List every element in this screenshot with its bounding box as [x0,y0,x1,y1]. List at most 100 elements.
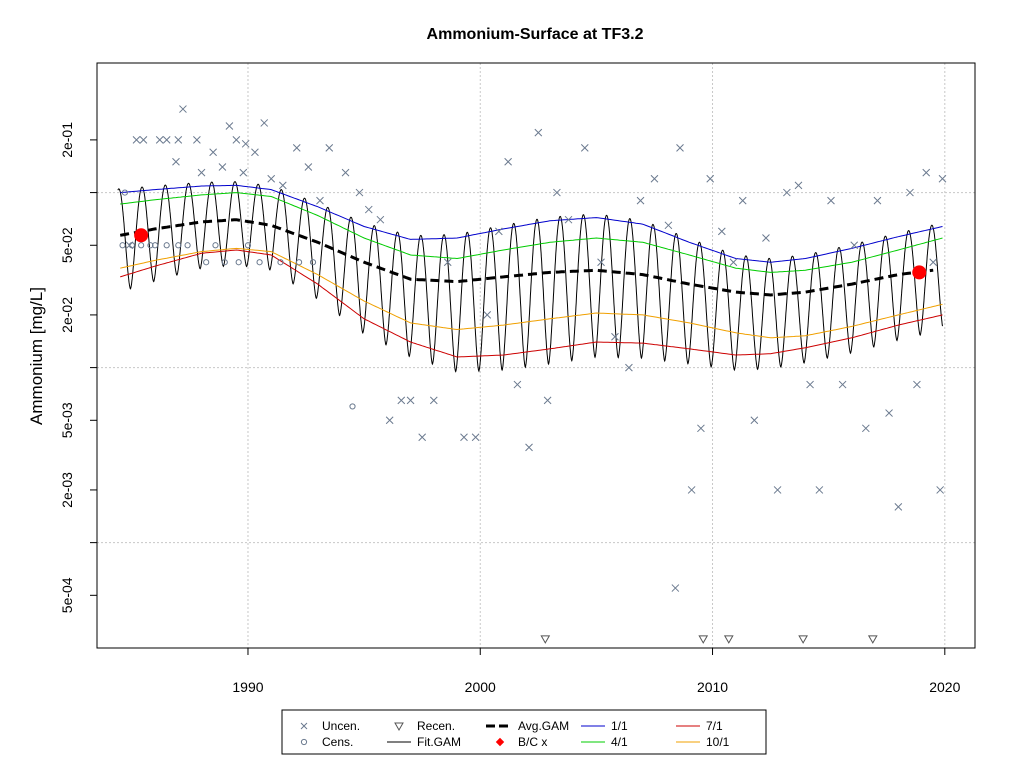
cens-point [256,259,263,266]
uncen-point [483,311,492,319]
legend: Uncen. Cens. Recen. Fit.GAM Avg.GAM B/C x 1/1 4… [281,709,767,755]
cens-point [184,242,191,249]
avg-gam-line [119,218,934,297]
avg-gam-series [119,218,934,297]
legend-label: Fit.GAM [417,735,461,749]
uncen-point [278,181,287,190]
y-tick-label: 5e-02 [59,227,75,263]
uncen-point [850,241,859,250]
legend-symbol-cens [300,738,308,746]
uncen-point [543,396,552,405]
cens-point [147,242,154,249]
uncen-point [162,136,171,144]
uncen-point [597,258,605,267]
uncen-point [625,363,633,372]
uncen-point [534,128,543,137]
legend-label: 10/1 [706,735,730,749]
uncen-point [838,380,847,389]
uncen-point [938,174,947,183]
uncen-point [355,188,364,197]
chart-title: Ammonium-Surface at TF3.2 [427,26,644,43]
recen-point [540,635,551,644]
series-line-10-1 [120,247,943,339]
uncen-point [906,188,914,197]
uncen-point [697,424,705,433]
cens-point [128,242,135,249]
uncen-point [172,157,180,166]
uncen-point [553,188,561,197]
uncen-point [687,486,696,494]
bc-point [134,228,149,243]
recen-point [867,635,878,644]
uncen-point [232,136,241,144]
uncen-point [397,396,406,405]
x-tick-label: 2000 [465,679,496,695]
uncen-point [429,396,438,405]
cens-point [119,242,126,249]
uncen-point [471,433,480,442]
cens-point [295,259,303,266]
series-line-4-1 [120,192,943,273]
uncen-point [929,258,938,267]
uncen-point [664,221,673,230]
cens-point [244,242,252,249]
uncen-point [225,122,234,130]
cens-point [163,242,170,249]
cens-point [349,403,356,410]
uncen-point [364,205,373,214]
legend-symbol-uncen [300,722,308,730]
uncen-point [729,258,738,267]
uncen-point [922,168,931,177]
cens-point [203,259,210,266]
series-line-1-1 [120,184,943,263]
cens-point [309,259,317,266]
uncen-point [564,215,573,224]
uncen-point [717,227,726,236]
legend-symbol-recen [394,722,404,732]
uncen-point [174,136,183,144]
uncen-point [738,196,747,205]
x-tick-label: 1990 [232,679,263,695]
y-tick-label: 2e-03 [59,472,75,508]
fit-gam-line [117,181,943,373]
data-points [119,105,947,644]
y-axis: 2e-01 5e-02 2e-02 5e-03 2e-03 5e-04 [59,122,97,613]
uncen-point [750,416,759,425]
legend-symbol-bc [495,737,505,747]
legend-label: B/C x [518,735,547,749]
uncen-point [580,144,589,152]
legend-label: 1/1 [611,719,628,733]
y-axis-label: Ammonium [mg/L] [27,287,46,425]
uncen-point [406,396,415,405]
uncen-point [460,433,468,442]
plot-frame [96,62,976,649]
uncen-point [494,227,503,236]
cens-point [175,242,182,249]
cens-point [151,242,159,249]
uncen-point [304,163,313,171]
uncen-point [260,119,269,127]
legend-label: Avg.GAM [518,719,569,733]
cens-point [235,259,242,266]
uncen-point [316,196,324,205]
uncen-point [806,380,814,389]
uncen-point [913,380,921,389]
y-tick-label: 5e-04 [59,577,75,613]
uncen-point [827,196,835,205]
legend-label: 7/1 [706,719,723,733]
uncen-point [418,433,427,442]
uncen-point [197,168,206,177]
cens-point [138,242,145,249]
uncen-point [513,380,522,389]
uncen-point [894,503,903,511]
y-tick-label: 2e-02 [59,297,75,333]
uncen-point [209,148,217,157]
uncen-point [676,144,684,152]
uncen-point [650,174,659,183]
uncen-point [385,416,394,425]
uncen-point [325,144,334,152]
uncen-point [773,486,782,494]
uncen-point [783,188,791,197]
uncen-point [292,144,301,152]
